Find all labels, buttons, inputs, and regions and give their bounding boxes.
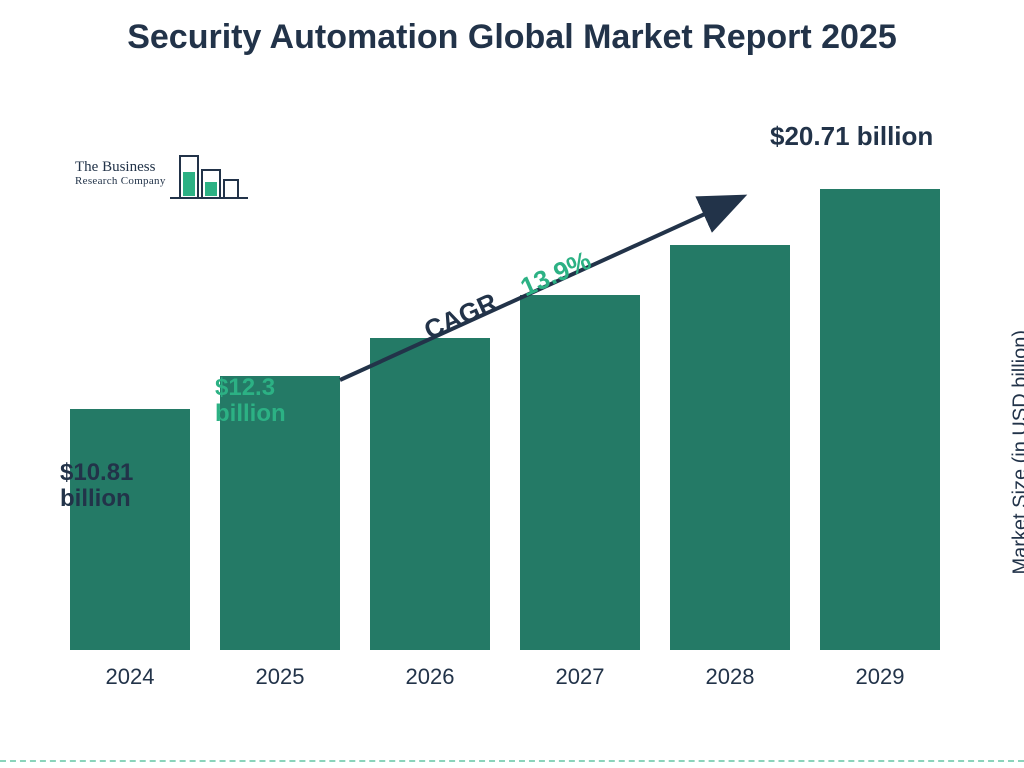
bar-rect xyxy=(820,189,940,650)
bar-2029 xyxy=(820,189,940,650)
x-axis-labels: 2024 2025 2026 2027 2028 2029 xyxy=(70,650,940,690)
x-tick-label: 2027 xyxy=(520,664,640,690)
bar-chart: 2024 2025 2026 2027 2028 2029 xyxy=(70,160,940,690)
y-axis-label: Market Size (in USD billion) xyxy=(1010,330,1024,575)
bar-2026 xyxy=(370,338,490,650)
value-label: $20.71 billion xyxy=(770,122,933,151)
page-root: Security Automation Global Market Report… xyxy=(0,0,1024,768)
x-tick-label: 2024 xyxy=(70,664,190,690)
bar-rect xyxy=(370,338,490,650)
bar-2024 xyxy=(70,409,190,650)
value-label: $12.3billion xyxy=(215,375,286,428)
chart-title: Security Automation Global Market Report… xyxy=(0,18,1024,57)
bottom-divider xyxy=(0,760,1024,762)
bar-rect xyxy=(70,409,190,650)
x-tick-label: 2025 xyxy=(220,664,340,690)
x-tick-label: 2028 xyxy=(670,664,790,690)
bar-2028 xyxy=(670,245,790,650)
bar-group xyxy=(70,160,940,650)
x-tick-label: 2026 xyxy=(370,664,490,690)
bar-2027 xyxy=(520,295,640,650)
bar-rect xyxy=(520,295,640,650)
value-label: $10.81billion xyxy=(60,460,133,513)
x-tick-label: 2029 xyxy=(820,664,940,690)
bar-rect xyxy=(670,245,790,650)
